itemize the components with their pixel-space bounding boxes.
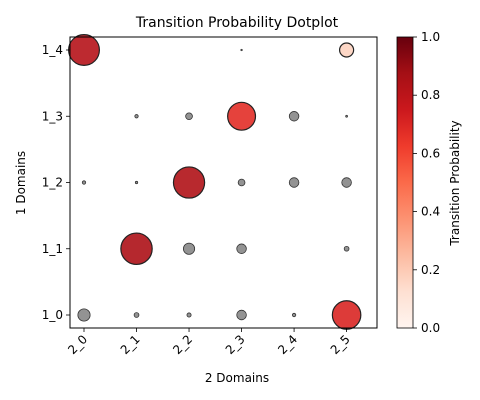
dot-1_0-2_1: [133, 312, 140, 318]
dot-1_2-2_0: [81, 180, 87, 185]
dot-1_1-2_3: [236, 243, 247, 254]
dot-1_2-2_5: [341, 177, 352, 188]
colorbar-tick-label: 0.4: [421, 205, 440, 219]
dot-1_2-2_3: [237, 178, 246, 187]
dot-1_4-2_3: [240, 48, 243, 52]
plot-area: 2_0 2_1 2_2 2_3 2_4 2_5 1_0 1_1 1_2 1_3 1_4: [42, 34, 378, 357]
y-tick-label: 1_3: [42, 109, 63, 123]
dot-1_4-2_0: [68, 34, 100, 66]
dot-1_3-2_1: [134, 114, 139, 119]
x-tick-label: 2_1: [118, 332, 143, 357]
x-tick-label: 2_2: [170, 332, 195, 357]
dot-1_1-2_2: [182, 242, 196, 255]
colorbar-tick-label: 0.2: [421, 263, 440, 277]
colorbar-tick-label: 0.6: [421, 146, 440, 160]
y-tick-label: 1_1: [42, 242, 63, 256]
chart-title: Transition Probability Dotplot: [135, 15, 339, 31]
dot-1_3-2_2: [185, 112, 193, 121]
dot-1_4-2_5: [338, 42, 355, 58]
colorbar: [396, 36, 414, 329]
dot-1_2-2_2: [172, 166, 206, 199]
plot-frame: [69, 36, 378, 329]
colorbar-tick-label: 0.0: [421, 321, 440, 335]
dot-1_2-2_4: [288, 177, 300, 188]
colorbar-tick-label: 0.8: [421, 88, 440, 102]
dot-1_0-2_3: [236, 309, 247, 321]
y-axis-title: 1 Domains: [14, 151, 28, 215]
dot-1_2-2_1: [134, 180, 139, 185]
dot-1_0-2_2: [186, 312, 192, 318]
dot-1_0-2_4: [291, 312, 297, 318]
dot-1_3-2_4: [288, 111, 300, 122]
x-tick-label: 2_3: [223, 332, 248, 357]
colorbar-label: Transition Probability: [448, 120, 462, 246]
dot-1_3-2_5: [345, 114, 348, 118]
dot-1_1-2_1: [120, 232, 153, 266]
dot-1_1-2_5: [343, 245, 350, 252]
dot-1_0-2_0: [77, 308, 91, 322]
x-tick-label: 2_4: [275, 332, 300, 357]
y-tick-label: 1_2: [42, 176, 63, 190]
x-axis-title: 2 Domains: [205, 371, 269, 385]
x-tick-label: 2_0: [65, 332, 90, 357]
y-tick-label: 1_0: [42, 308, 63, 322]
colorbar-ticks: 0.0 0.2 0.4 0.6 0.8 1.0: [413, 30, 440, 335]
dot-1_0-2_5: [331, 300, 362, 330]
y-tick-label: 1_4: [42, 43, 63, 57]
dot-1_3-2_3: [227, 101, 257, 131]
colorbar-tick-label: 1.0: [421, 30, 440, 44]
x-tick-label: 2_5: [328, 332, 353, 357]
